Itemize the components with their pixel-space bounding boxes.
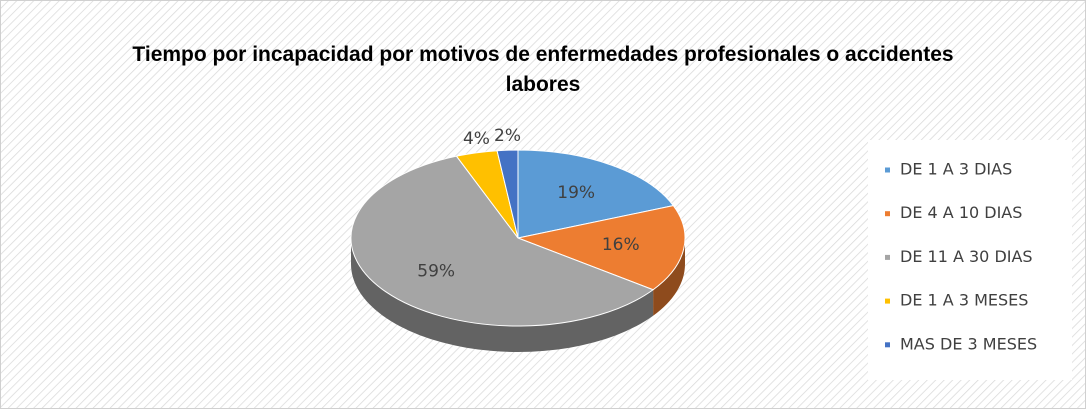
chart-title: Tiempo por incapacidad por motivos de en…: [132, 43, 954, 96]
pie-slice: [516, 205, 686, 291]
data-label: 16%: [602, 235, 640, 255]
pie-slice: [517, 149, 675, 239]
legend-label: DE 1 A 3 MESES: [900, 291, 1028, 310]
data-label: 4%: [463, 129, 490, 149]
pie-slice-side: [351, 238, 654, 353]
legend-marker: [885, 211, 890, 217]
legend-label: MAS DE 3 MESES: [900, 334, 1037, 353]
data-label: 2%: [494, 126, 521, 146]
pie-slice-side: [653, 238, 685, 316]
legend-label: DE 4 A 10 DIAS: [900, 203, 1022, 222]
legend-marker: [885, 342, 890, 348]
legend-box: [868, 140, 1072, 380]
data-label: 19%: [557, 183, 595, 203]
legend-marker: [885, 254, 890, 260]
pie-slice: [350, 155, 655, 327]
data-label: 59%: [417, 261, 455, 281]
legend-marker: [885, 167, 890, 173]
legend-label: DE 11 A 30 DIAS: [900, 247, 1033, 266]
legend-label: DE 1 A 3 DIAS: [900, 160, 1012, 179]
pie-slice: [496, 149, 519, 239]
legend-marker: [885, 298, 890, 304]
